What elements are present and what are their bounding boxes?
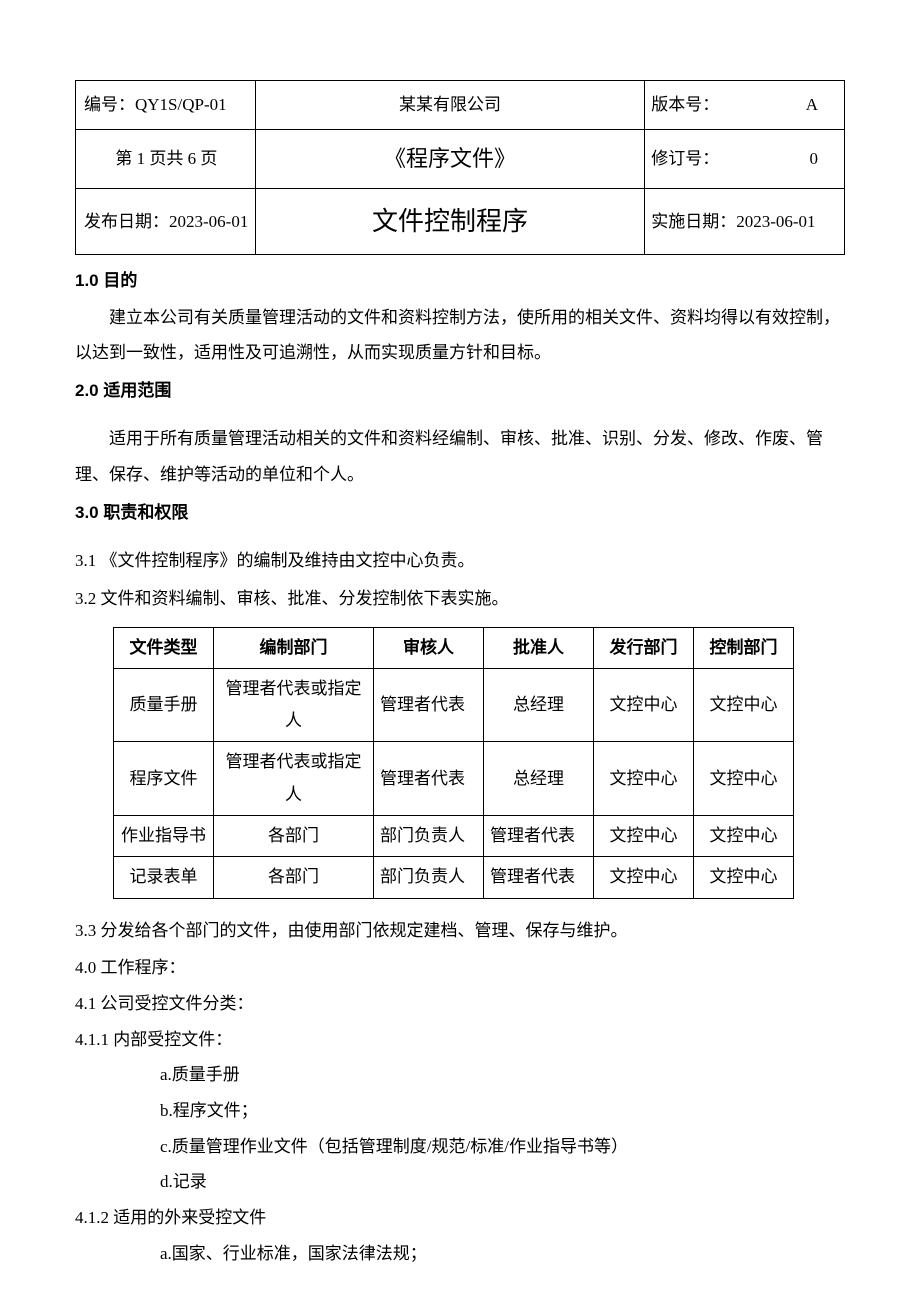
item-4-1-1-d: d.记录 <box>75 1164 845 1200</box>
table-cell: 管理者代表 <box>484 815 594 856</box>
table-cell: 文控中心 <box>694 857 794 898</box>
section-3-3: 3.3 分发给各个部门的文件，由使用部门依规定建档、管理、保存与维护。 <box>75 913 845 949</box>
th-prepare-dept: 编制部门 <box>214 627 374 668</box>
section-2-para: 适用于所有质量管理活动相关的文件和资料经编制、审核、批准、识别、分发、修改、作废… <box>75 421 845 492</box>
table-cell: 程序文件 <box>114 742 214 816</box>
table-cell: 各部门 <box>214 815 374 856</box>
item-4-1-2-a: a.国家、行业标准，国家法律法规； <box>75 1236 845 1272</box>
section-1-heading: 1.0 目的 <box>75 265 845 297</box>
table-cell: 质量手册 <box>114 668 214 742</box>
version-value: A <box>806 89 818 121</box>
table-cell: 总经理 <box>484 742 594 816</box>
section-3-heading: 3.0 职责和权限 <box>75 497 845 529</box>
table-cell: 管理者代表 <box>484 857 594 898</box>
version-label: 版本号： <box>651 89 719 121</box>
th-issue-dept: 发行部门 <box>594 627 694 668</box>
table-row: 记录表单各部门部门负责人管理者代表文控中心文控中心 <box>114 857 794 898</box>
table-cell: 总经理 <box>484 668 594 742</box>
doc-type-cell: 《程序文件》 <box>255 130 644 189</box>
section-1-para: 建立本公司有关质量管理活动的文件和资料控制方法，使所用的相关文件、资料均得以有效… <box>75 300 845 371</box>
doc-number-cell: 编号：QY1S/QP-01 <box>76 81 256 130</box>
header-row-2: 第 1 页共 6 页 《程序文件》 修订号： 0 <box>76 130 845 189</box>
table-head: 文件类型 编制部门 审核人 批准人 发行部门 控制部门 <box>114 627 794 668</box>
th-doc-type: 文件类型 <box>114 627 214 668</box>
table-cell: 文控中心 <box>594 857 694 898</box>
version-cell: 版本号： A <box>645 81 845 130</box>
table-cell: 记录表单 <box>114 857 214 898</box>
table-cell: 文控中心 <box>594 815 694 856</box>
section-4-1-2: 4.1.2 适用的外来受控文件 <box>75 1200 845 1236</box>
section-4-1-1: 4.1.1 内部受控文件： <box>75 1022 845 1058</box>
revision-cell: 修订号： 0 <box>645 130 845 189</box>
th-approver: 批准人 <box>484 627 594 668</box>
section-1-title: 目的 <box>99 271 138 290</box>
th-control-dept: 控制部门 <box>694 627 794 668</box>
section-3-2: 3.2 文件和资料编制、审核、批准、分发控制依下表实施。 <box>75 581 845 617</box>
table-row: 质量手册管理者代表或指定人管理者代表总经理文控中心文控中心 <box>114 668 794 742</box>
header-row-1: 编号：QY1S/QP-01 某某有限公司 版本号： A <box>76 81 845 130</box>
section-1-num: 1.0 <box>75 271 99 290</box>
issue-date-cell: 发布日期：2023-06-01 <box>76 189 256 255</box>
table-cell: 文控中心 <box>594 668 694 742</box>
section-3-title: 职责和权限 <box>99 503 189 522</box>
item-4-1-1-b: b.程序文件； <box>75 1093 845 1129</box>
th-reviewer: 审核人 <box>374 627 484 668</box>
table-cell: 文控中心 <box>694 668 794 742</box>
company-name-cell: 某某有限公司 <box>255 81 644 130</box>
table-row: 程序文件管理者代表或指定人管理者代表总经理文控中心文控中心 <box>114 742 794 816</box>
spacer <box>75 409 845 421</box>
page-number-cell: 第 1 页共 6 页 <box>76 130 256 189</box>
section-3-1: 3.1 《文件控制程序》的编制及维持由文控中心负责。 <box>75 543 845 579</box>
section-4-0: 4.0 工作程序： <box>75 950 845 986</box>
table-cell: 作业指导书 <box>114 815 214 856</box>
spacer <box>75 531 845 543</box>
item-4-1-1-c: c.质量管理作业文件（包括管理制度/规范/标准/作业指导书等） <box>75 1129 845 1165</box>
table-cell: 部门负责人 <box>374 857 484 898</box>
section-2-heading: 2.0 适用范围 <box>75 375 845 407</box>
section-2-title: 适用范围 <box>99 381 172 400</box>
revision-value: 0 <box>810 143 819 175</box>
table-cell: 管理者代表 <box>374 742 484 816</box>
section-2-num: 2.0 <box>75 381 99 400</box>
header-row-3: 发布日期：2023-06-01 文件控制程序 实施日期：2023-06-01 <box>76 189 845 255</box>
table-cell: 文控中心 <box>694 815 794 856</box>
doc-title-cell: 文件控制程序 <box>255 189 644 255</box>
table-cell: 部门负责人 <box>374 815 484 856</box>
table-cell: 管理者代表 <box>374 668 484 742</box>
section-4-1: 4.1 公司受控文件分类： <box>75 986 845 1022</box>
table-cell: 文控中心 <box>694 742 794 816</box>
section-3-num: 3.0 <box>75 503 99 522</box>
effective-date-cell: 实施日期：2023-06-01 <box>645 189 845 255</box>
revision-label: 修订号： <box>651 143 719 175</box>
table-body: 质量手册管理者代表或指定人管理者代表总经理文控中心文控中心程序文件管理者代表或指… <box>114 668 794 898</box>
document-header-table: 编号：QY1S/QP-01 某某有限公司 版本号： A 第 1 页共 6 页 《… <box>75 80 845 255</box>
table-cell: 管理者代表或指定人 <box>214 742 374 816</box>
table-cell: 文控中心 <box>594 742 694 816</box>
table-row: 作业指导书各部门部门负责人管理者代表文控中心文控中心 <box>114 815 794 856</box>
table-cell: 各部门 <box>214 857 374 898</box>
item-4-1-1-a: a.质量手册 <box>75 1057 845 1093</box>
responsibility-table: 文件类型 编制部门 审核人 批准人 发行部门 控制部门 质量手册管理者代表或指定… <box>113 627 794 899</box>
table-cell: 管理者代表或指定人 <box>214 668 374 742</box>
table-header-row: 文件类型 编制部门 审核人 批准人 发行部门 控制部门 <box>114 627 794 668</box>
